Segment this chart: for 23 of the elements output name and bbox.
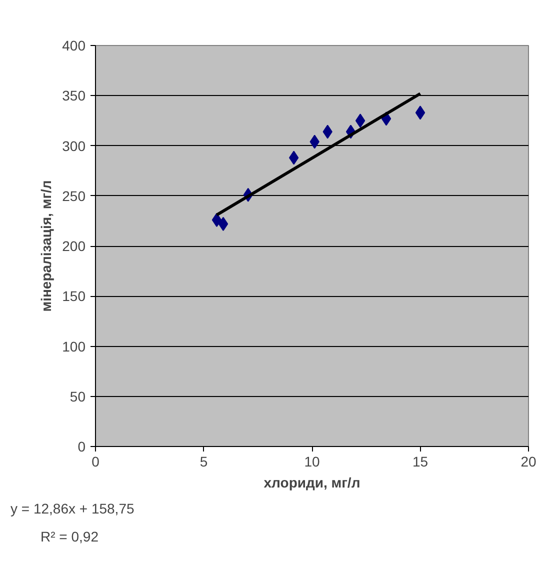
point — [355, 114, 366, 128]
y-axis-title: мінералізація, мг/л — [38, 180, 54, 312]
y-tick-label: 250 — [62, 188, 86, 204]
x-tick-label: 20 — [520, 454, 536, 470]
y-tick-label: 400 — [62, 38, 86, 54]
y-tick-label: 50 — [70, 388, 86, 404]
text: y = 12,86x + 158,75 — [10, 500, 134, 516]
y-tick-label: 100 — [62, 338, 86, 354]
x-tick-label: 0 — [92, 454, 100, 470]
point — [218, 216, 228, 231]
x-tick-label: 5 — [200, 454, 208, 470]
y-tick-label: 150 — [62, 288, 86, 304]
y-tick-label: 200 — [62, 238, 86, 254]
y-tick-label: 350 — [62, 88, 86, 104]
x-tick-label: 10 — [304, 454, 320, 470]
y-tick-label: 300 — [62, 138, 86, 154]
text: R² = 0,92 — [40, 528, 99, 544]
point — [212, 212, 222, 227]
x-tick-label: 15 — [412, 454, 428, 470]
x-axis-title: хлориди, мг/л — [264, 474, 360, 490]
point — [415, 106, 426, 120]
y-tick-label: 0 — [78, 438, 86, 454]
point — [288, 150, 299, 165]
